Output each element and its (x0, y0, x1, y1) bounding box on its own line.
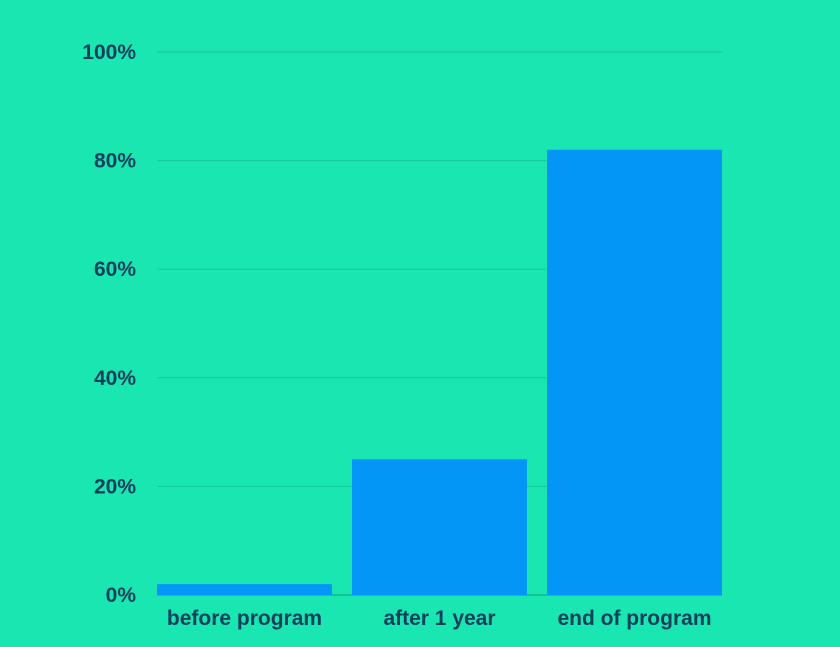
x-category-label: end of program (557, 607, 711, 630)
x-axis-category-labels: before program after 1 year end of program (167, 607, 712, 630)
y-tick-label: 60% (94, 258, 136, 281)
y-axis-tick-labels: 0% 20% 40% 60% 80% 100% (82, 41, 136, 607)
x-category-label: after 1 year (383, 607, 495, 630)
y-tick-label: 80% (94, 150, 136, 173)
y-tick-label: 100% (82, 41, 136, 64)
bar-before-program (157, 584, 332, 595)
bar-end-of-program (547, 149, 722, 596)
y-tick-label: 20% (94, 475, 136, 498)
x-category-label: before program (167, 607, 322, 630)
y-tick-label: 40% (94, 367, 136, 390)
bars (157, 149, 722, 596)
bar-after-1-year (352, 459, 527, 595)
y-tick-label: 0% (106, 584, 137, 607)
